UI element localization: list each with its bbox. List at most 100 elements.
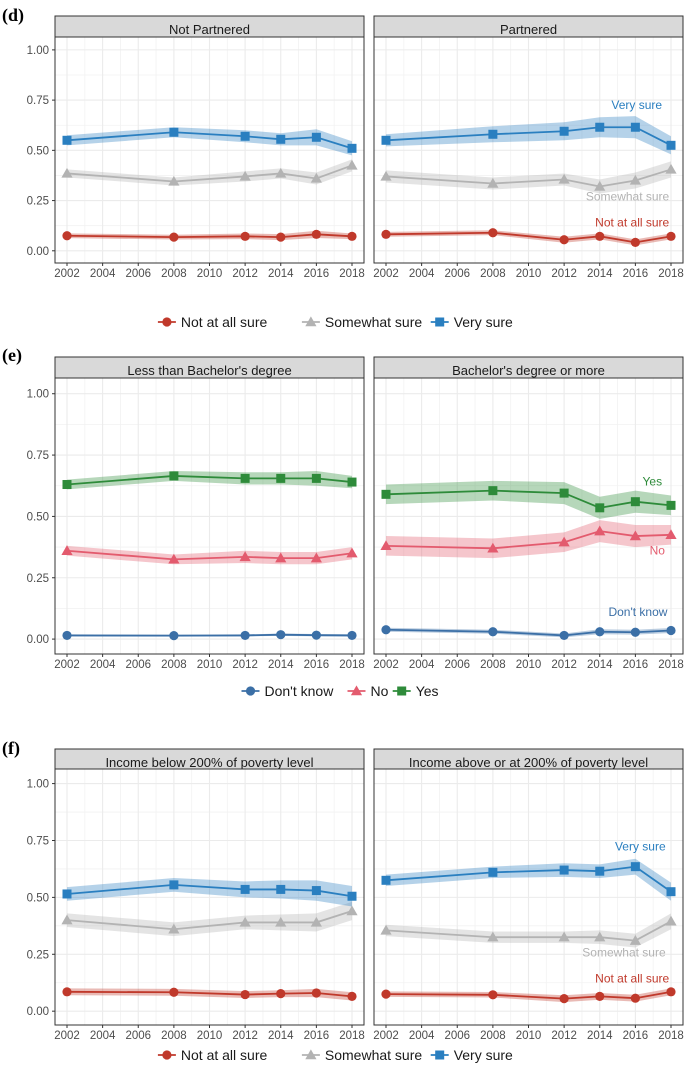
facet-title: Bachelor's degree or more: [452, 363, 605, 378]
y-tick-label: 1.00: [27, 45, 49, 57]
data-point: [240, 630, 250, 641]
data-point: [275, 916, 287, 927]
data-point: [346, 905, 358, 916]
legend-key-marker: [435, 1050, 445, 1060]
x-tick-label: 2012: [551, 659, 577, 671]
legend-label: Somewhat sure: [325, 1047, 422, 1063]
data-point: [559, 488, 569, 498]
data-point: [558, 931, 570, 942]
y-tick-label: 1.00: [27, 389, 49, 401]
x-tick-label: 2006: [444, 268, 470, 280]
y-tick-label: 0.00: [27, 246, 49, 258]
data-point: [594, 525, 606, 536]
x-tick-label: 2002: [373, 659, 399, 671]
x-tick-label: 2016: [304, 1030, 330, 1042]
y-tick-label: 1.00: [27, 779, 49, 791]
facet: Less than Bachelor's degree 0.00 0.25 0.50 0…: [27, 356, 365, 671]
data-point: [488, 129, 498, 139]
data-point: [61, 914, 73, 925]
data-point: [347, 143, 357, 153]
data-point: [311, 988, 321, 998]
data-point: [665, 163, 677, 174]
data-point: [169, 880, 179, 890]
data-point: [595, 503, 605, 513]
y-tick-label: 0.25: [27, 573, 49, 585]
series-somewhat-sure: [380, 913, 677, 948]
legend-item: Somewhat sure: [301, 314, 422, 330]
x-tick-label: 2008: [480, 1030, 506, 1042]
series-line: [385, 126, 672, 147]
data-point: [630, 993, 640, 1003]
legend-key-marker: [305, 316, 317, 327]
series-somewhat-sure: [380, 161, 677, 194]
data-point: [239, 916, 251, 927]
series-line: [385, 920, 672, 942]
data-point: [380, 170, 392, 181]
data-point: [62, 987, 72, 997]
facet-title: Income below 200% of poverty level: [105, 755, 313, 770]
series-no: [380, 520, 677, 559]
data-point: [240, 473, 250, 483]
x-tick-label: 2006: [125, 659, 151, 671]
data-point: [666, 500, 676, 510]
x-tick-label: 2016: [304, 268, 330, 280]
x-tick-label: 2012: [232, 659, 258, 671]
series-annotation: Don't know: [608, 605, 667, 619]
y-tick-label: 0.50: [27, 892, 49, 904]
series-line: [66, 633, 353, 637]
series-very-sure: [381, 116, 676, 155]
data-point: [488, 867, 498, 877]
legend-item: Don't know: [241, 683, 334, 699]
data-point: [62, 231, 72, 241]
data-point: [275, 552, 287, 563]
x-tick-label: 2012: [551, 268, 577, 280]
x-tick-label: 2014: [268, 1030, 294, 1042]
series-annotation: No: [650, 543, 666, 557]
series-not-at-all-sure: [381, 987, 676, 1004]
x-tick-label: 2002: [373, 1030, 399, 1042]
data-point: [487, 931, 499, 942]
legend-label: Very sure: [454, 314, 513, 330]
data-point: [488, 627, 498, 637]
data-point: [240, 231, 250, 241]
x-tick-label: 2014: [587, 1030, 613, 1042]
data-point: [62, 889, 72, 899]
x-tick-label: 2006: [125, 268, 151, 280]
series-don-t-know: [62, 630, 357, 641]
legend-key-marker: [162, 1050, 172, 1060]
legend-item: Yes: [392, 683, 439, 699]
data-point: [488, 990, 498, 1000]
data-point: [380, 924, 392, 935]
y-tick-label: 0.75: [27, 450, 49, 462]
series-somewhat-sure: [61, 159, 358, 186]
x-tick-label: 2018: [658, 268, 684, 280]
legend-item: No: [347, 683, 389, 699]
x-tick-label: 2002: [54, 268, 80, 280]
x-tick-label: 2004: [409, 268, 435, 280]
data-point: [666, 987, 676, 997]
data-point: [629, 530, 641, 541]
x-tick-label: 2018: [339, 659, 365, 671]
legend: Not at all sure Somewhat sure Very sure: [157, 314, 513, 330]
series-annotation: Very sure: [615, 840, 666, 854]
data-point: [558, 536, 570, 547]
series-line: [66, 990, 353, 998]
x-tick-label: 2008: [161, 268, 187, 280]
x-tick-label: 2004: [409, 659, 435, 671]
x-tick-label: 2016: [623, 659, 649, 671]
x-tick-label: 2006: [444, 1030, 470, 1042]
data-point: [347, 891, 357, 901]
legend-label: Not at all sure: [181, 314, 268, 330]
x-tick-label: 2002: [54, 1030, 80, 1042]
data-point: [559, 126, 569, 136]
x-tick-label: 2018: [339, 1030, 365, 1042]
x-tick-label: 2006: [444, 659, 470, 671]
data-point: [559, 235, 569, 245]
data-point: [347, 477, 357, 487]
x-tick-label: 2008: [161, 1030, 187, 1042]
y-tick-label: 0.25: [27, 949, 49, 961]
data-point: [169, 127, 179, 137]
x-tick-label: 2010: [197, 659, 223, 671]
data-point: [595, 627, 605, 637]
